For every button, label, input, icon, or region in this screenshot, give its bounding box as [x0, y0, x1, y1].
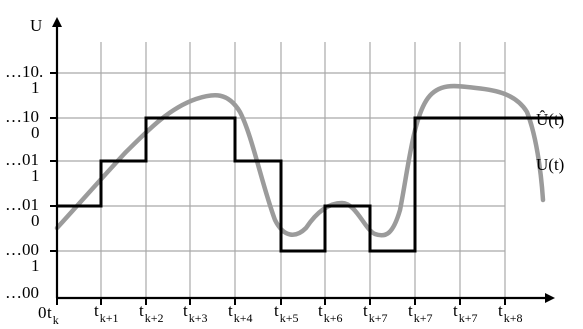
- t-label-5: tk+5: [274, 301, 299, 325]
- t-label-2: tk+2: [139, 301, 164, 325]
- t-label-7-base: t: [363, 301, 368, 320]
- t-label-2-sub: k+2: [145, 311, 164, 325]
- y-level-3-top: …01: [5, 150, 39, 169]
- t-label-7-sub: k+7: [369, 311, 388, 325]
- y-axis-label: U: [30, 16, 42, 35]
- t-label-8: tk+7: [408, 301, 433, 325]
- t-label-3: tk+3: [183, 301, 208, 325]
- t-label-1-base: t: [94, 301, 99, 320]
- y-level-2-bottom: 0: [31, 211, 40, 230]
- y-level-2-top: …01: [5, 195, 39, 214]
- t-label-2-base: t: [139, 301, 144, 320]
- t-label-10-base: t: [498, 301, 503, 320]
- t-label-10: tk+8: [498, 301, 523, 325]
- quantized-step-signal: [57, 116, 563, 253]
- t-label-5-base: t: [274, 301, 279, 320]
- t-label-8-sub: k+7: [414, 311, 433, 325]
- t-label-8-base: t: [408, 301, 413, 320]
- t-label-6-base: t: [318, 301, 323, 320]
- t-label-9: tk+7: [453, 301, 478, 325]
- t-label-5-sub: k+5: [280, 311, 299, 325]
- t-label-9-sub: k+7: [459, 311, 478, 325]
- y-level-3-bottom: 1: [31, 166, 40, 185]
- t-label-1-sub: k+1: [100, 311, 119, 325]
- vertical-grid: [100, 42, 506, 298]
- y-level-4-top: …10: [5, 107, 39, 126]
- t-label-1: tk+1: [94, 301, 119, 325]
- analog-signal-curve: [54, 83, 546, 238]
- t-label-4: tk+4: [228, 301, 253, 325]
- time-labels: 0 tk tk+1 tk+2 tk+3 tk+4 tk+5 tk+6 tk+7 …: [38, 301, 523, 327]
- t-label-9-base: t: [453, 301, 458, 320]
- y-level-4-bottom: 0: [31, 123, 40, 142]
- t-label-4-sub: k+4: [234, 311, 253, 325]
- y-level-labels: …00 …00 1 …01 0 …01 1 …10 0 …10. 1: [5, 62, 43, 302]
- t-label-0: tk: [47, 303, 59, 327]
- t-label-4-base: t: [228, 301, 233, 320]
- origin-label: 0: [38, 303, 47, 322]
- analog-signal-label: U(t): [536, 155, 564, 174]
- t-label-10-sub: k+8: [504, 311, 523, 325]
- t-label-3-base: t: [183, 301, 188, 320]
- y-level-5-top: …10.: [5, 62, 43, 81]
- y-level-5-bottom: 1: [31, 78, 40, 97]
- axis-ticks: [50, 72, 506, 305]
- quantized-signal-label: Û(t): [536, 110, 564, 129]
- y-level-1-bottom: 1: [31, 256, 40, 275]
- t-label-7: tk+7: [363, 301, 388, 325]
- y-level-1-top: …00: [5, 240, 39, 259]
- t-label-3-sub: k+3: [189, 311, 208, 325]
- t-label-0-sub: k: [53, 313, 59, 327]
- t-label-6: tk+6: [318, 301, 343, 325]
- t-label-6-sub: k+6: [324, 311, 343, 325]
- t-label-0-base: t: [47, 303, 52, 322]
- y-level-0-top: …00: [5, 283, 39, 302]
